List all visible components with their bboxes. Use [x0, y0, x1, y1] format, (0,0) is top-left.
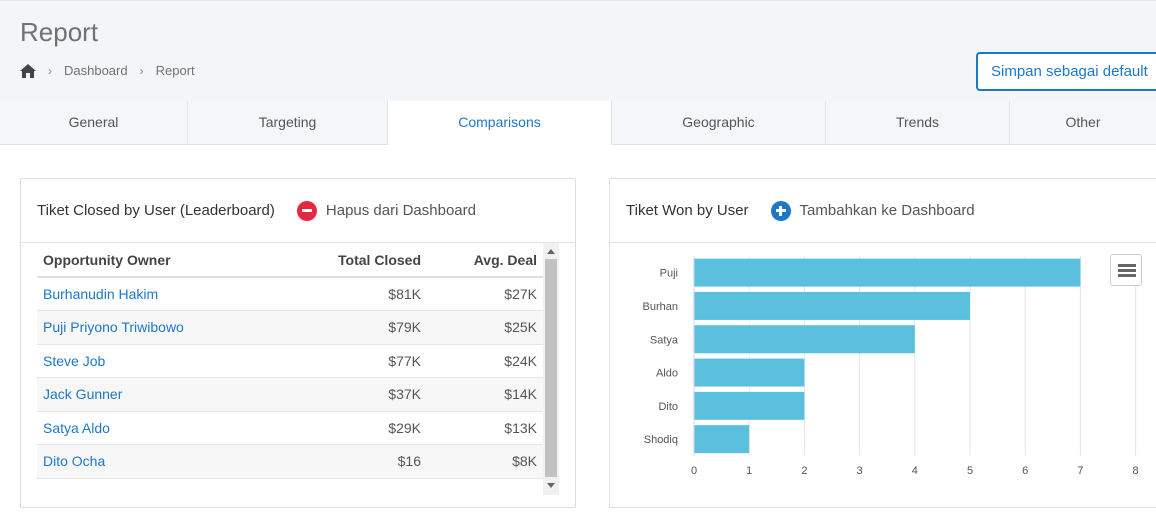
owner-link[interactable]: Puji Priyono Triwibowo — [43, 319, 184, 336]
owner-link[interactable]: Dito Ocha — [43, 453, 106, 470]
category-label: Satya — [650, 334, 679, 346]
leaderboard-table: Opportunity Owner Total Closed Avg. Deal… — [37, 243, 543, 479]
scroll-down-arrow-icon[interactable] — [543, 479, 559, 493]
owner-cell[interactable]: Jack Gunner — [37, 377, 287, 412]
avg-deal-cell: $13K — [427, 411, 543, 445]
breadcrumb-report: Report — [155, 63, 195, 78]
column-header-avg-deal[interactable]: Avg. Deal — [427, 243, 543, 278]
won-by-user-chart: 0 1 2 3 4 5 6 7 8 Puji Burhan Satya Aldo Dito Shodiq — [643, 256, 1139, 477]
total-closed-cell: $79K — [287, 310, 427, 345]
bar[interactable] — [694, 325, 915, 354]
x-tick-label: 0 — [691, 465, 697, 477]
tab-general[interactable]: General — [0, 101, 188, 145]
won-panel-title: Tiket Won by User — [626, 202, 749, 219]
category-label: Puji — [660, 268, 678, 280]
bar[interactable] — [694, 391, 805, 420]
bar[interactable] — [694, 258, 1081, 287]
tab-geographic[interactable]: Geographic — [612, 101, 826, 145]
won-panel-header: Tiket Won by User Tambahkan ke Dashboard — [610, 179, 1156, 243]
avg-deal-cell: $25K — [427, 310, 543, 345]
tab-other[interactable]: Other — [1010, 101, 1156, 145]
category-label: Burhan — [643, 301, 678, 313]
avg-deal-cell: $14K — [427, 377, 543, 412]
tab-comparisons[interactable]: Comparisons — [388, 101, 612, 145]
owner-cell[interactable]: Satya Aldo — [37, 411, 287, 445]
breadcrumb-dashboard[interactable]: Dashboard — [64, 63, 128, 78]
x-tick-label: 3 — [857, 465, 863, 477]
category-label: Aldo — [656, 368, 678, 380]
plus-circle-icon — [770, 200, 791, 221]
tab-trends[interactable]: Trends — [826, 101, 1010, 145]
tab-targeting[interactable]: Targeting — [188, 101, 388, 145]
add-to-dashboard-button[interactable]: Tambahkan ke Dashboard — [770, 200, 975, 221]
table-row: Puji Priyono Triwibowo $79K $25K — [37, 310, 543, 345]
breadcrumb: › Dashboard › Report — [20, 63, 195, 78]
chevron-right-icon: › — [48, 63, 52, 78]
avg-deal-cell: $8K — [427, 444, 543, 479]
add-to-dashboard-label: Tambahkan ke Dashboard — [799, 202, 975, 219]
bar[interactable] — [694, 425, 750, 454]
remove-from-dashboard-button[interactable]: Hapus dari Dashboard — [296, 200, 476, 221]
category-label: Shodiq — [644, 434, 678, 446]
owner-link[interactable]: Jack Gunner — [43, 386, 123, 403]
x-tick-label: 4 — [912, 465, 918, 477]
column-header-owner[interactable]: Opportunity Owner — [37, 243, 287, 278]
bar[interactable] — [694, 358, 805, 387]
owner-link[interactable]: Burhanudin Hakim — [43, 286, 159, 302]
total-closed-cell: $29K — [287, 411, 427, 445]
avg-deal-cell: $24K — [427, 344, 543, 378]
table-row: Steve Job $77K $24K — [37, 344, 543, 378]
chevron-right-icon: › — [139, 63, 144, 78]
table-scrollbar[interactable] — [543, 243, 559, 495]
total-closed-cell: $16 — [287, 444, 427, 479]
x-tick-label: 7 — [1077, 465, 1083, 477]
home-icon[interactable] — [20, 63, 36, 78]
owner-cell[interactable]: Puji Priyono Triwibowo — [37, 310, 287, 345]
scrollbar-thumb[interactable] — [545, 259, 557, 477]
x-tick-label: 2 — [801, 465, 807, 477]
total-closed-cell: $77K — [287, 344, 427, 378]
x-tick-label: 6 — [1022, 465, 1028, 477]
leaderboard-panel: Tiket Closed by User (Leaderboard) Hapus… — [20, 178, 576, 508]
owner-link[interactable]: Steve Job — [43, 352, 106, 369]
table-row: Dito Ocha $16 $8K — [37, 444, 543, 479]
owner-cell[interactable]: Steve Job — [37, 344, 287, 378]
category-label: Dito — [658, 401, 678, 413]
total-closed-cell: $81K — [287, 277, 427, 311]
avg-deal-cell: $27K — [427, 277, 543, 311]
leaderboard-title: Tiket Closed by User (Leaderboard) — [37, 202, 275, 219]
save-as-default-button[interactable]: Simpan sebagai default — [976, 52, 1156, 91]
x-tick-label: 1 — [746, 465, 752, 477]
minus-circle-icon — [296, 200, 317, 221]
x-tick-label: 8 — [1133, 465, 1139, 477]
remove-from-dashboard-label: Hapus dari Dashboard — [325, 202, 476, 219]
leaderboard-panel-header: Tiket Closed by User (Leaderboard) Hapus… — [21, 179, 575, 243]
page-header: Report › Dashboard › Report Simpan sebag… — [0, 0, 1156, 101]
table-row: Jack Gunner $37K $14K — [37, 377, 543, 412]
column-header-total-closed[interactable]: Total Closed — [287, 243, 427, 278]
chart-menu-icon[interactable] — [1110, 254, 1142, 286]
total-closed-cell: $37K — [287, 377, 427, 412]
report-tabs: General Targeting Comparisons Geographic… — [0, 101, 1156, 145]
owner-cell[interactable]: Burhanudin Hakim — [37, 277, 287, 311]
owner-link[interactable]: Satya Aldo — [43, 419, 110, 436]
bar[interactable] — [694, 291, 970, 320]
x-tick-label: 5 — [967, 465, 973, 477]
table-row: Satya Aldo $29K $13K — [37, 411, 543, 445]
scroll-up-arrow-icon[interactable] — [543, 245, 559, 259]
page-title: Report — [20, 17, 99, 47]
table-row: Burhanudin Hakim $81K $27K — [37, 277, 543, 311]
won-by-user-panel: Tiket Won by User Tambahkan ke Dashboard… — [609, 178, 1156, 508]
owner-cell[interactable]: Dito Ocha — [37, 444, 287, 479]
